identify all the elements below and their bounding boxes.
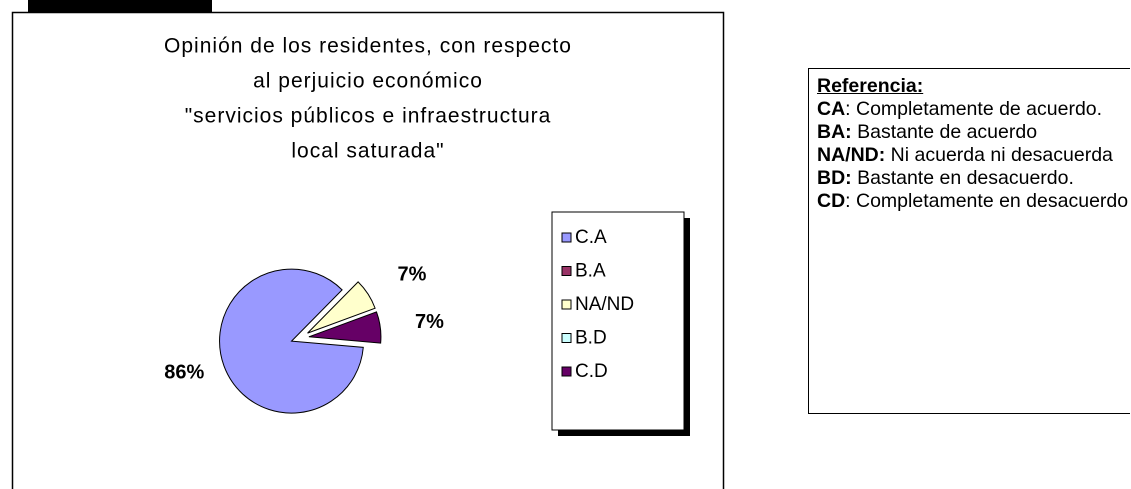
reference-title: Referencia: xyxy=(817,75,924,97)
pie-slice xyxy=(308,311,382,344)
data-label: 7% xyxy=(415,311,444,333)
legend-swatch xyxy=(561,232,572,243)
reference-abbr: BA: xyxy=(817,121,852,143)
reference-text: Bastante en desacuerdo. xyxy=(851,167,1074,189)
reference-text: : Completamente en desacuerdo xyxy=(845,190,1129,212)
legend-label: C.A xyxy=(575,227,607,248)
chart-title: local saturada" xyxy=(291,140,444,163)
data-label: 7% xyxy=(398,263,427,285)
legend-label: C.D xyxy=(575,361,608,382)
data-label: 86% xyxy=(164,362,204,384)
chart-title: Opinión de los residentes, con respecto xyxy=(164,35,572,58)
reference-item: NA/ND: Ni acuerda ni desacuerda xyxy=(817,144,1130,167)
reference-abbr: CD xyxy=(817,190,846,212)
pie-slice xyxy=(307,281,376,334)
reference-item: BD: Bastante en desacuerdo. xyxy=(817,167,1130,190)
legend-label: NA/ND xyxy=(575,294,634,315)
header-bar xyxy=(28,0,212,12)
reference-abbr: BD: xyxy=(817,167,852,189)
reference-text: Bastante de acuerdo xyxy=(851,121,1038,143)
legend-swatch xyxy=(561,266,572,276)
legend-swatch xyxy=(561,366,572,377)
legend-label: B.D xyxy=(575,328,607,349)
reference-abbr: NA/ND: xyxy=(817,144,886,166)
reference-text: : Completamente de acuerdo. xyxy=(845,98,1103,120)
legend-box xyxy=(551,211,685,431)
reference-abbr: CA xyxy=(817,98,846,120)
legend-swatch xyxy=(561,299,572,310)
reference-items: CA: Completamente de acuerdo. BA: Bastant… xyxy=(817,98,1130,213)
legend-swatch xyxy=(561,333,572,343)
reference-item: CA: Completamente de acuerdo. xyxy=(817,98,1130,121)
chart-title: al perjuicio económico xyxy=(253,70,483,93)
reference-item: BA: Bastante de acuerdo xyxy=(817,121,1130,144)
reference-item: CD: Completamente en desacuerdo xyxy=(817,190,1130,213)
chart-title: "servicios públicos e infraestructura xyxy=(185,105,552,128)
reference-text: Ni acuerda ni desacuerda xyxy=(885,144,1113,166)
reference-box: Referencia: CA: Completamente de acuerdo… xyxy=(808,68,1130,414)
pie-slice xyxy=(219,268,364,414)
legend-label: B.A xyxy=(575,261,606,282)
